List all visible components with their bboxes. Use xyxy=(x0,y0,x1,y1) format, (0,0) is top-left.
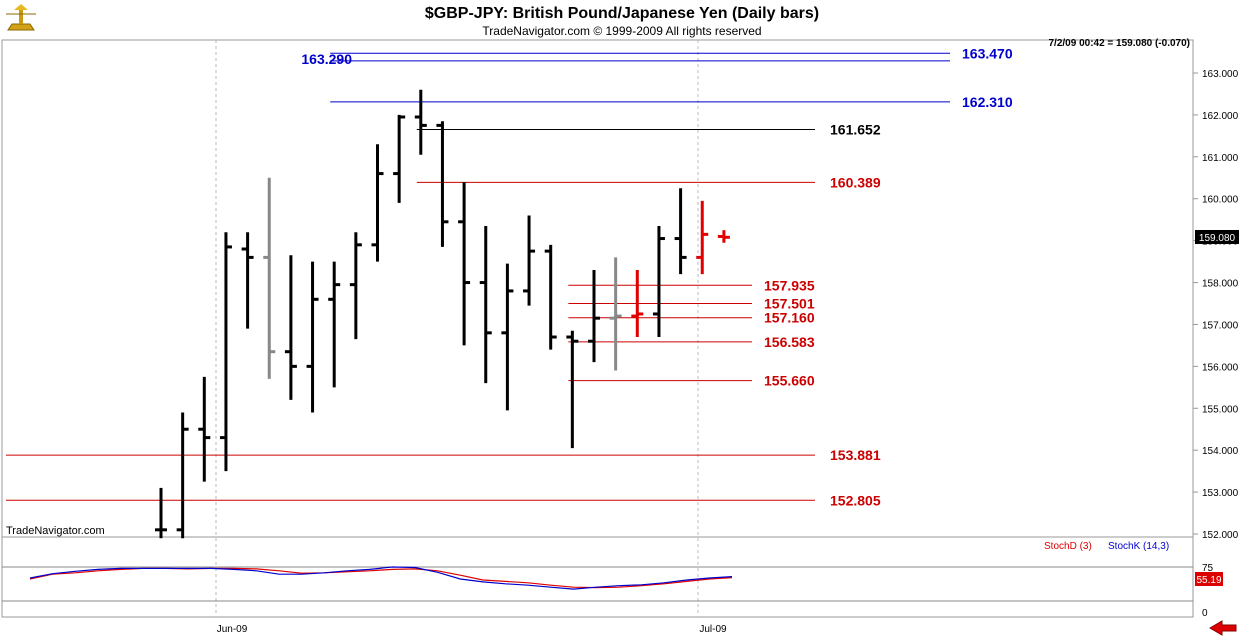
ohlc-bar xyxy=(631,269,644,338)
level-label: 162.310 xyxy=(962,94,1013,110)
ohlc-bar xyxy=(458,181,471,346)
ohlc-bar xyxy=(219,232,232,472)
level-label: 157.160 xyxy=(764,310,815,326)
ohlc-bar xyxy=(371,144,384,262)
ohlc-bar xyxy=(284,255,297,400)
ohlc-bar xyxy=(414,89,427,155)
stoch-series-line xyxy=(29,566,733,590)
y-tick-label: 158.000 xyxy=(1202,279,1239,290)
y-tick-label: 162.000 xyxy=(1202,111,1239,122)
level-label: 161.652 xyxy=(830,121,881,137)
ohlc-bar xyxy=(609,257,622,371)
price-y-axis: 163.000162.000161.000160.000159.000158.0… xyxy=(1193,69,1239,541)
y-tick-label: 161.000 xyxy=(1202,153,1239,164)
ohlc-bar xyxy=(306,261,319,413)
watermark: TradeNavigator.com xyxy=(6,525,105,537)
price-levels: 163.470 163.290 162.310 161.652 160.389 157.9… xyxy=(6,45,1013,508)
y-tick-label: 153.000 xyxy=(1202,488,1239,499)
ohlc-bar xyxy=(393,114,406,203)
stoch-d-legend: StochD (3) xyxy=(1044,541,1092,552)
last-price-marker: 159.080 xyxy=(1195,230,1239,244)
stochastic-panel: 75 0 xyxy=(2,563,1214,619)
ohlc-bar xyxy=(501,263,514,411)
x-tick-label: Jun-09 xyxy=(217,624,248,635)
y-tick-label: 157.000 xyxy=(1202,320,1239,331)
ohlc-bar xyxy=(479,225,492,384)
chart-subtitle: TradeNavigator.com © 1999-2009 All right… xyxy=(482,24,761,38)
level-label: 157.935 xyxy=(764,277,815,293)
quote-readout: 7/2/09 00:42 = 159.080 (-0.070) xyxy=(1049,38,1191,49)
level-label: 156.583 xyxy=(764,334,815,350)
svg-text:159.080: 159.080 xyxy=(1199,233,1236,244)
level-label: 152.805 xyxy=(830,492,881,508)
stoch-tick-label: 75 xyxy=(1202,563,1214,574)
y-tick-label: 163.000 xyxy=(1202,69,1239,80)
scroll-left-arrow-icon[interactable] xyxy=(1205,620,1239,636)
level-label: 157.501 xyxy=(764,295,815,311)
date-x-axis: Jun-09 Jul-09 xyxy=(217,624,727,635)
y-tick-label: 156.000 xyxy=(1202,362,1239,373)
level-label: 163.470 xyxy=(962,45,1013,61)
ohlc-bar xyxy=(523,215,536,306)
ohlc-bar xyxy=(544,244,557,350)
price-plot-frame xyxy=(1,39,1194,538)
ohlc-bar xyxy=(263,177,276,379)
stoch-last-value-marker: 55.19 xyxy=(1195,572,1223,586)
level-label: 160.389 xyxy=(830,174,881,190)
level-label: 153.881 xyxy=(830,447,881,463)
ohlc-bar xyxy=(176,412,189,539)
svg-text:55.19: 55.19 xyxy=(1196,575,1221,586)
stoch-k-legend: StochK (14,3) xyxy=(1108,541,1169,552)
stoch-plot-frame xyxy=(1,536,1194,618)
ohlc-bar xyxy=(566,330,579,449)
ohlc-bar xyxy=(436,121,449,247)
chart-title: $GBP-JPY: British Pound/Japanese Yen (Da… xyxy=(425,5,819,22)
ohlc-bar xyxy=(588,269,600,363)
ohlc-bar xyxy=(328,261,341,388)
ohlc-bar xyxy=(717,230,730,243)
y-tick-label: 154.000 xyxy=(1202,446,1239,457)
ohlc-bar xyxy=(674,188,687,275)
y-tick-label: 160.000 xyxy=(1202,195,1239,206)
ohlc-bar xyxy=(198,376,211,482)
ohlc-bar xyxy=(349,232,362,340)
level-label: 155.660 xyxy=(764,373,815,389)
level-label: 163.290 xyxy=(301,51,352,67)
x-tick-label: Jul-09 xyxy=(699,624,727,635)
ohlc-bar xyxy=(155,487,167,539)
ohlc-bar xyxy=(696,200,709,275)
trade-navigator-logo-icon xyxy=(6,4,36,31)
ohlc-bar xyxy=(652,225,665,338)
stoch-tick-label: 0 xyxy=(1202,608,1208,619)
ohlc-bars xyxy=(155,89,730,539)
y-tick-label: 152.000 xyxy=(1202,530,1239,541)
y-tick-label: 155.000 xyxy=(1202,404,1239,415)
ohlc-bar xyxy=(241,232,254,329)
